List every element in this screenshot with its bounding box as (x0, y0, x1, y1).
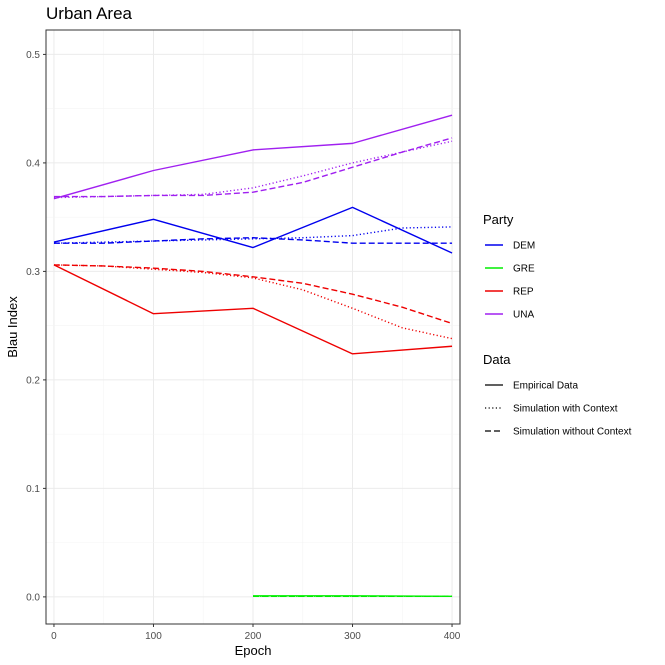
y-tick-label: 0.5 (26, 50, 40, 61)
y-axis-title: Blau Index (5, 296, 20, 358)
legend-label-rep: REP (513, 287, 534, 298)
series-line-una-simulation-without-context (53, 137, 453, 198)
x-tick-label: 100 (145, 631, 162, 642)
legend-label-solid: Empirical Data (513, 381, 578, 392)
legend-label-dem: DEM (513, 241, 535, 252)
x-tick-label: 0 (51, 631, 57, 642)
series-line-rep-simulation-without-context (53, 264, 453, 325)
series-line-dem-simulation-with-context (53, 226, 453, 244)
series-line-rep-simulation-with-context (53, 264, 453, 340)
legend-label-gre: GRE (513, 264, 535, 275)
series-line-rep-empirical-data (53, 264, 453, 355)
y-axis: 0.0 0.1 0.2 0.3 0.4 0.5 (26, 50, 46, 603)
y-tick-label: 0.3 (26, 267, 40, 278)
x-axis: 0 100 200 300 400 (51, 624, 461, 642)
x-tick-label: 200 (245, 631, 262, 642)
x-tick-label: 400 (444, 631, 461, 642)
series-line-una-empirical-data (53, 114, 453, 200)
series-line-dem-empirical-data (53, 206, 453, 254)
legend-data-title: Data (483, 352, 511, 367)
series-layer (53, 114, 453, 598)
x-axis-title: Epoch (235, 643, 272, 658)
legend-party-title: Party (483, 212, 514, 227)
chart-title: Urban Area (46, 4, 133, 23)
y-tick-label: 0.0 (26, 592, 40, 603)
x-tick-label: 300 (344, 631, 361, 642)
legend-data: Data Empirical Data Simulation with Conte… (483, 352, 632, 438)
legend-label-una: UNA (513, 310, 534, 321)
y-tick-label: 0.1 (26, 484, 40, 495)
legend-label-dotted: Simulation with Context (513, 404, 618, 415)
legend-party: Party DEM GRE REP UNA (483, 212, 535, 321)
series-line-dem-simulation-without-context (53, 237, 453, 244)
y-tick-label: 0.2 (26, 375, 40, 386)
legend-label-dashed: Simulation without Context (513, 427, 632, 438)
y-tick-label: 0.4 (26, 158, 40, 169)
